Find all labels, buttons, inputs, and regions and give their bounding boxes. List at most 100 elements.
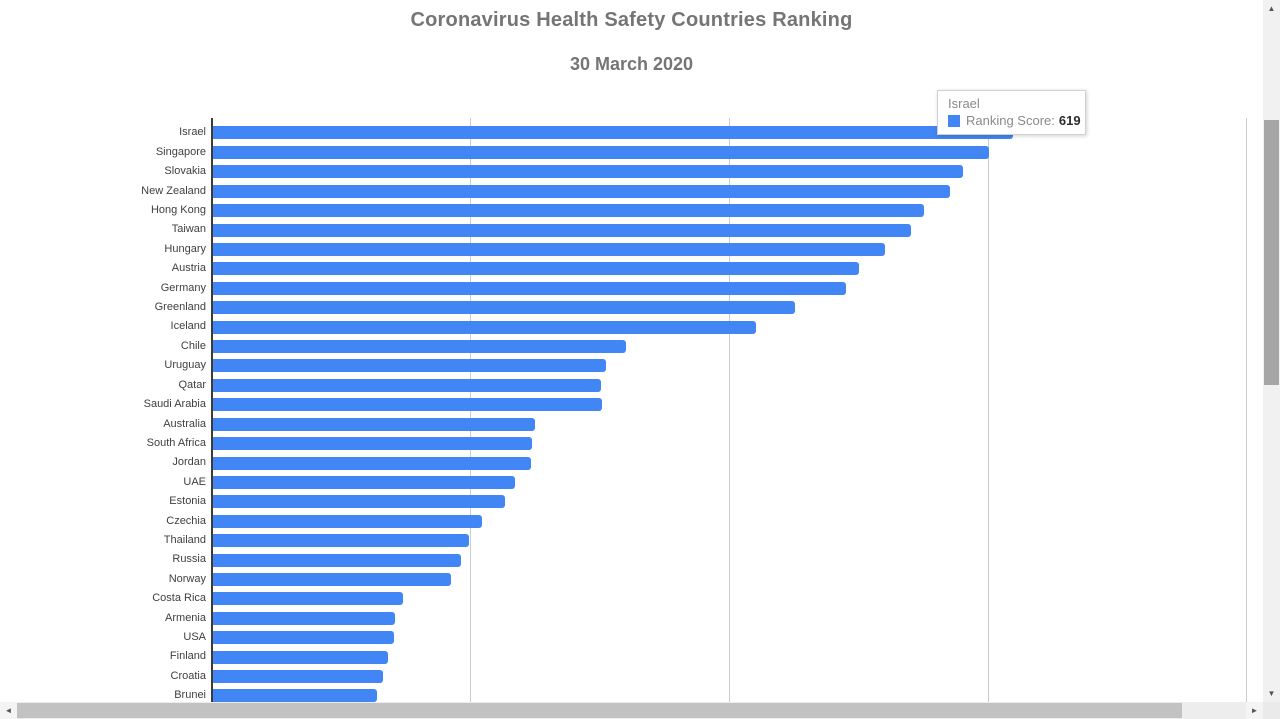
category-label: Russia	[172, 553, 206, 566]
scroll-down-icon[interactable]: ▼	[1263, 685, 1280, 702]
chart-row: Hong Kong	[0, 201, 1263, 220]
ranking-bar[interactable]	[212, 398, 602, 412]
tooltip-value: 619	[1058, 113, 1081, 128]
ranking-bar[interactable]	[212, 689, 377, 703]
vertical-scrollbar-thumb[interactable]	[1264, 120, 1279, 385]
chart-row: Jordan	[0, 453, 1263, 472]
category-label: Brunei	[174, 689, 206, 702]
chart-row: Czechia	[0, 512, 1263, 531]
series-swatch-icon	[948, 114, 960, 127]
chart-row: Costa Rica	[0, 589, 1263, 608]
ranking-bar[interactable]	[212, 320, 756, 334]
ranking-bar[interactable]	[212, 378, 601, 392]
ranking-bar[interactable]	[212, 184, 950, 198]
scroll-right-icon[interactable]: ►	[1246, 702, 1263, 719]
ranking-bar[interactable]	[212, 262, 860, 276]
ranking-bar[interactable]	[212, 670, 384, 684]
ranking-bar[interactable]	[212, 475, 516, 489]
horizontal-scrollbar[interactable]: ◄ ►	[0, 702, 1263, 719]
category-label: Chile	[180, 339, 206, 352]
ranking-bar[interactable]	[212, 359, 606, 373]
ranking-bar[interactable]	[212, 437, 533, 451]
chart-row: Singapore	[0, 143, 1263, 162]
category-label: South Africa	[146, 436, 206, 449]
ranking-bar[interactable]	[212, 631, 394, 645]
chart-row: Australia	[0, 415, 1263, 434]
category-label: Thailand	[163, 533, 206, 546]
category-label: Costa Rica	[152, 592, 206, 605]
ranking-bar[interactable]	[212, 495, 505, 509]
chart-title: Coronavirus Health Safety Countries Rank…	[410, 9, 853, 31]
category-label: Qatar	[178, 378, 206, 391]
category-label: Norway	[168, 572, 206, 585]
category-label: UAE	[183, 475, 206, 488]
category-label: Slovakia	[164, 165, 206, 178]
scroll-up-icon[interactable]: ▲	[1263, 0, 1280, 17]
category-label: Australia	[163, 417, 206, 430]
x-gridline	[1246, 118, 1248, 703]
scroll-left-icon[interactable]: ◄	[0, 702, 17, 719]
chart-row: Germany	[0, 279, 1263, 298]
ranking-bar[interactable]	[212, 650, 389, 664]
chart-row: Qatar	[0, 376, 1263, 395]
ranking-bar[interactable]	[212, 553, 461, 567]
tooltip-series-line: Ranking Score: 619	[948, 113, 1081, 128]
chart-row: Brunei	[0, 686, 1263, 705]
chart-row: Slovakia	[0, 162, 1263, 181]
ranking-bar[interactable]	[212, 534, 469, 548]
ranking-bar[interactable]	[212, 573, 451, 586]
chart-row: Thailand	[0, 531, 1263, 550]
chart-row: Russia	[0, 550, 1263, 569]
ranking-bar[interactable]	[212, 456, 531, 470]
ranking-bar[interactable]	[212, 301, 795, 315]
category-label: Taiwan	[171, 223, 206, 236]
ranking-bar[interactable]	[212, 223, 912, 237]
chart-row: Iceland	[0, 317, 1263, 336]
ranking-bar[interactable]	[212, 592, 403, 606]
tooltip-country: Israel	[948, 96, 980, 111]
category-label: Czechia	[166, 514, 206, 527]
ranking-bar[interactable]	[212, 126, 1014, 140]
category-label: New Zealand	[141, 184, 206, 197]
ranking-bar[interactable]	[212, 514, 482, 528]
chart-row: New Zealand	[0, 182, 1263, 201]
ranking-bar[interactable]	[212, 165, 963, 179]
horizontal-scrollbar-thumb[interactable]	[17, 703, 1182, 718]
chart-row: UAE	[0, 473, 1263, 492]
chart-row: Chile	[0, 337, 1263, 356]
category-label: Hungary	[164, 242, 206, 255]
category-label: Armenia	[165, 611, 206, 624]
ranking-bar[interactable]	[212, 417, 535, 431]
y-axis-baseline	[210, 118, 213, 703]
chart-row: Saudi Arabia	[0, 395, 1263, 414]
chart-row: Hungary	[0, 240, 1263, 259]
ranking-bar[interactable]	[212, 281, 847, 295]
chart-row: Armenia	[0, 609, 1263, 628]
ranking-bar[interactable]	[212, 340, 627, 354]
category-label: Israel	[179, 126, 206, 139]
chart-row: Uruguay	[0, 356, 1263, 375]
chart-row: Israel	[0, 123, 1263, 142]
hover-tooltip: Israel Ranking Score: 619	[937, 90, 1086, 135]
vertical-scrollbar[interactable]: ▲ ▼	[1263, 0, 1280, 702]
scrollbar-corner	[1263, 702, 1280, 719]
category-label: Greenland	[154, 301, 206, 314]
category-label: Germany	[160, 281, 206, 294]
category-label: USA	[183, 631, 206, 644]
category-label: Austria	[171, 262, 206, 275]
chart-row: Taiwan	[0, 220, 1263, 239]
ranking-bar[interactable]	[212, 204, 925, 218]
chart-row: Finland	[0, 647, 1263, 666]
category-label: Croatia	[170, 669, 206, 682]
ranking-bar[interactable]	[212, 242, 886, 256]
chart-row: South Africa	[0, 434, 1263, 453]
chart-row: Norway	[0, 570, 1263, 589]
category-label: Jordan	[172, 456, 206, 469]
ranking-bar[interactable]	[212, 145, 989, 159]
x-gridline	[728, 118, 730, 703]
ranking-bar[interactable]	[212, 611, 395, 625]
chart-row: Croatia	[0, 667, 1263, 686]
chart-row: Austria	[0, 259, 1263, 278]
